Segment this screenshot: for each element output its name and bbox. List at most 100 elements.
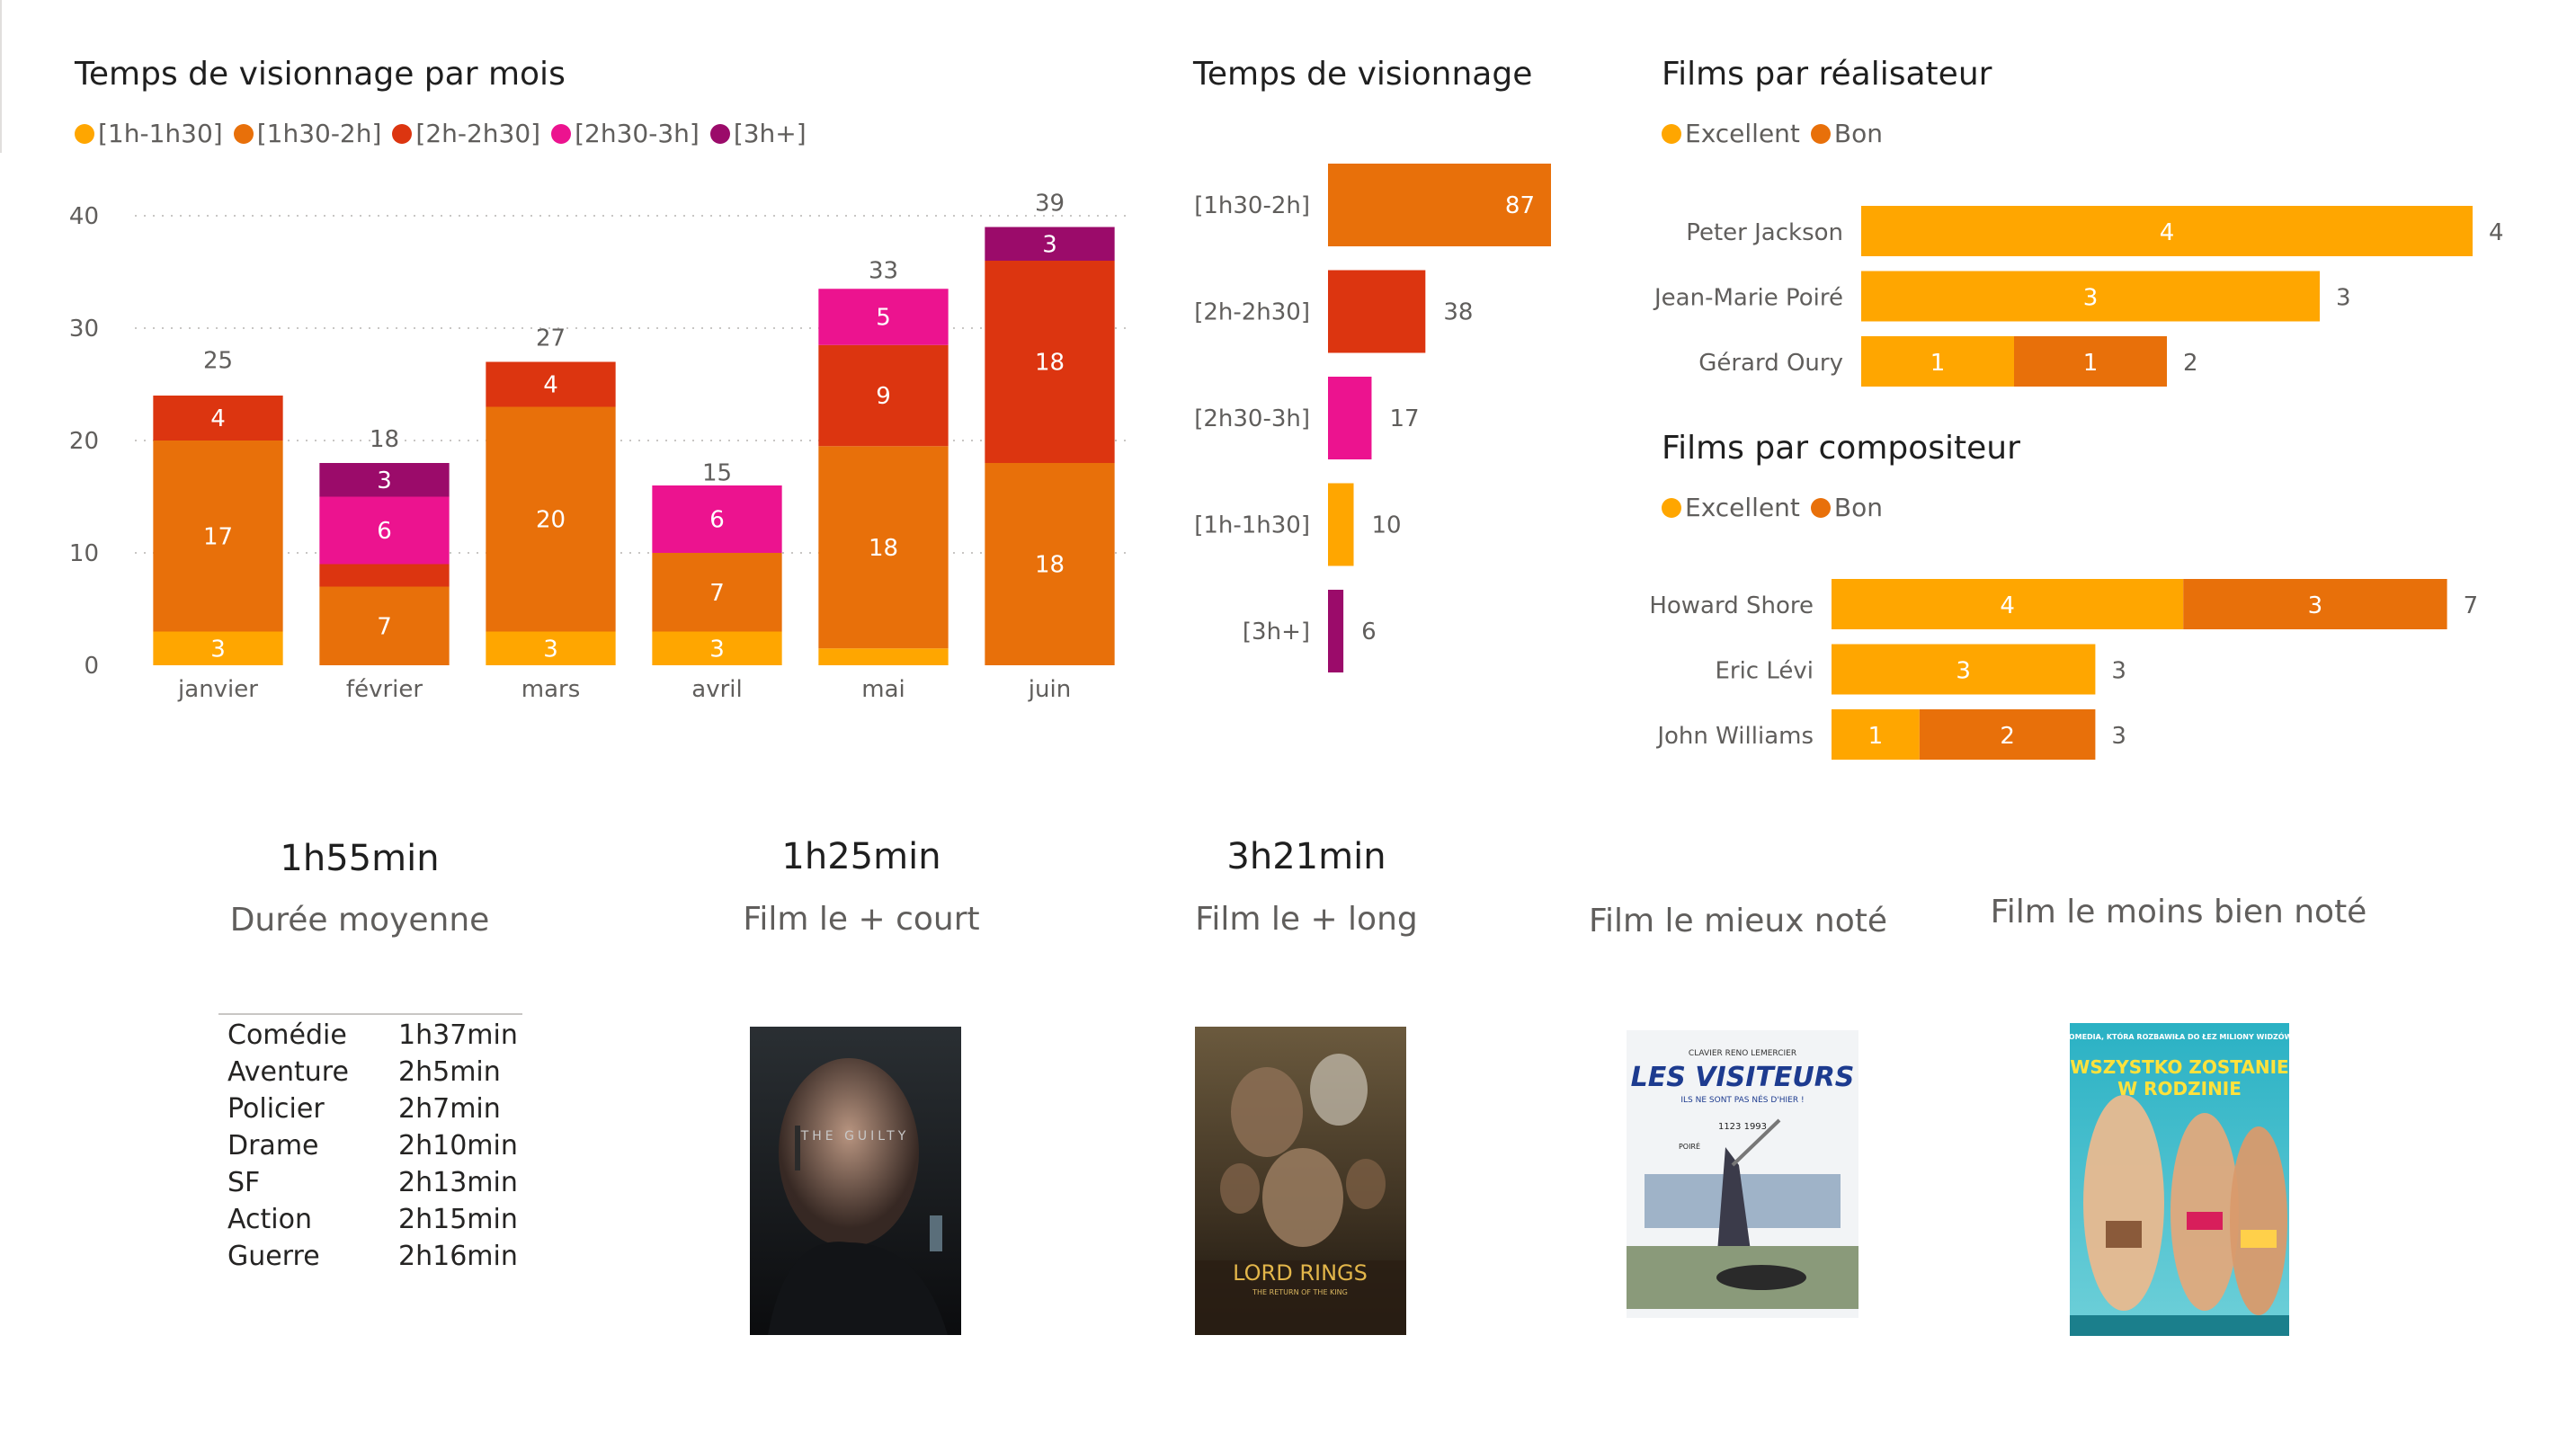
directors-legend-label: Excellent bbox=[1685, 119, 1800, 148]
monthly-segment-label: 6 bbox=[709, 507, 725, 534]
watch-bar[interactable] bbox=[1328, 483, 1354, 566]
watch-bar[interactable] bbox=[1328, 164, 1551, 246]
monthly-segment-label: 4 bbox=[210, 405, 226, 432]
kpi-best-rated-label: Film le mieux noté bbox=[1588, 903, 1888, 939]
kpi-shortest-label: Film le + court bbox=[743, 901, 980, 938]
monthly-x-tick-label: février bbox=[346, 676, 423, 703]
monthly-bar-segment[interactable] bbox=[486, 361, 616, 407]
composers-legend-item[interactable]: Excellent bbox=[1662, 493, 1800, 522]
monthly-total-label: 39 bbox=[1035, 191, 1065, 218]
directors-category-label: Peter Jackson bbox=[1686, 219, 1843, 246]
genre-duration-cell: 2h13min bbox=[398, 1167, 518, 1198]
genre-table-row: Policier 2h7min bbox=[218, 1090, 518, 1127]
watch-value-label: 17 bbox=[1389, 405, 1419, 432]
monthly-x-tick-label: mai bbox=[861, 676, 905, 703]
monthly-total-label: 27 bbox=[536, 325, 566, 352]
directors-bar-chart: Peter Jackson 4 4 Jean-Marie Poiré 3 3 Gérard … bbox=[1653, 206, 2504, 387]
monthly-bar-segment[interactable] bbox=[818, 344, 949, 447]
genre-duration-table: Comédie 1h37min Aventure 2h5min Policier 2h7m… bbox=[218, 1017, 518, 1275]
monthly-bar-segment[interactable] bbox=[486, 406, 616, 632]
genre-table-row: Guerre 2h16min bbox=[218, 1238, 518, 1275]
monthly-bar-segment[interactable] bbox=[153, 631, 283, 666]
monthly-bar-segment[interactable] bbox=[319, 564, 450, 587]
genre-table-top-rule bbox=[218, 1013, 522, 1015]
monthly-legend-item[interactable]: [1h-1h30] bbox=[75, 119, 223, 148]
kpi-average-duration-value: 1h55min bbox=[280, 838, 440, 879]
monthly-bar-segment[interactable] bbox=[652, 631, 782, 666]
composers-legend-label: Bon bbox=[1833, 493, 1883, 522]
genre-duration-cell: 2h16min bbox=[398, 1241, 518, 1272]
monthly-segment-label: 3 bbox=[1042, 231, 1057, 258]
monthly-bar-segment[interactable] bbox=[486, 631, 616, 666]
directors-bar-segment[interactable] bbox=[1861, 206, 2473, 256]
watch-bar[interactable] bbox=[1328, 590, 1344, 672]
legend-dot-icon bbox=[1810, 123, 1831, 144]
monthly-bar-segment[interactable] bbox=[319, 496, 450, 565]
poster-lotr-logo: LORD RINGS bbox=[1233, 1260, 1368, 1286]
composers-segment-label: 3 bbox=[1956, 658, 1971, 685]
directors-chart-title: Films par réalisateur bbox=[1662, 56, 1992, 93]
monthly-bar-segment[interactable] bbox=[153, 396, 283, 441]
monthly-bar-segment[interactable] bbox=[319, 463, 450, 497]
genre-table-row: Comédie 1h37min bbox=[218, 1017, 518, 1054]
monthly-y-tick-label: 20 bbox=[69, 428, 99, 455]
monthly-legend-item[interactable]: [2h-2h30] bbox=[392, 119, 540, 148]
watch-category-label: [2h-2h30] bbox=[1194, 299, 1310, 326]
monthly-bar-segment[interactable] bbox=[985, 463, 1115, 665]
genre-name-cell: Action bbox=[227, 1204, 312, 1235]
directors-legend-item[interactable]: Excellent bbox=[1662, 119, 1800, 148]
poster-lord-of-the-rings: LORD RINGS THE RETURN OF THE KING bbox=[1195, 1027, 1406, 1335]
directors-bar-segment[interactable] bbox=[1861, 336, 2014, 387]
monthly-bar-segment[interactable] bbox=[818, 648, 949, 665]
watch-category-label: [1h30-2h] bbox=[1194, 192, 1310, 219]
monthly-bar-segment[interactable] bbox=[652, 485, 782, 553]
directors-total-label: 3 bbox=[2336, 285, 2351, 312]
composers-category-label: John Williams bbox=[1655, 723, 1814, 750]
monthly-y-tick-label: 0 bbox=[84, 653, 99, 680]
directors-legend-label: Bon bbox=[1833, 119, 1883, 148]
directors-bar-segment[interactable] bbox=[1861, 271, 2320, 322]
monthly-segment-label: 20 bbox=[536, 507, 566, 534]
monthly-y-tick-label: 30 bbox=[69, 316, 99, 343]
legend-dot-icon bbox=[551, 123, 572, 144]
composers-legend-label: Excellent bbox=[1685, 493, 1800, 522]
legend-dot-icon bbox=[1662, 123, 1681, 144]
composers-segment-label: 2 bbox=[2000, 723, 2015, 750]
poster-wszystko-zostanie-w-rodzinie: KOMEDIA, KTÓRA ROZBAWIŁA DO ŁEZ MILIONY … bbox=[2070, 1023, 2289, 1336]
monthly-legend-item[interactable]: [3h+] bbox=[709, 119, 807, 148]
kpi-worst-rated-label: Film le moins bien noté bbox=[1990, 894, 2367, 930]
composers-chart-legend: Excellent Bon bbox=[1662, 493, 1894, 522]
legend-dot-icon bbox=[1662, 497, 1681, 518]
watch-value-label: 10 bbox=[1372, 512, 1402, 539]
genre-table-row: SF 2h13min bbox=[218, 1164, 518, 1201]
monthly-bar-segment[interactable] bbox=[319, 586, 450, 666]
watch-bar[interactable] bbox=[1328, 270, 1426, 353]
composers-bar-segment[interactable] bbox=[2183, 579, 2447, 629]
monthly-bar-segment[interactable] bbox=[985, 227, 1115, 262]
watch-bar[interactable] bbox=[1328, 377, 1372, 459]
monthly-bar-segment[interactable] bbox=[652, 553, 782, 632]
monthly-bar-segment[interactable] bbox=[818, 289, 949, 345]
monthly-legend-item[interactable]: [2h30-3h] bbox=[551, 119, 700, 148]
watch-category-label: [2h30-3h] bbox=[1194, 405, 1310, 432]
watch-time-bar-chart: [1h30-2h] 87 [2h-2h30] 38 [2h30-3h] 17 [1h-1h3… bbox=[1194, 164, 1551, 672]
composers-bar-segment[interactable] bbox=[1832, 709, 1920, 760]
legend-dot-icon bbox=[233, 123, 254, 144]
composers-bar-segment[interactable] bbox=[1919, 709, 2096, 760]
directors-segment-label: 1 bbox=[1930, 350, 1946, 377]
composers-bar-segment[interactable] bbox=[1832, 579, 2184, 629]
directors-category-label: Gérard Oury bbox=[1698, 350, 1843, 377]
poster-visiteurs-years: 1123 1993 bbox=[1718, 1122, 1767, 1132]
poster-visiteurs-top-names: CLAVIER RENO LEMERCIER bbox=[1689, 1049, 1796, 1058]
composers-bar-segment[interactable] bbox=[1832, 644, 2096, 695]
composers-category-label: Eric Lévi bbox=[1715, 658, 1814, 685]
directors-bar-segment[interactable] bbox=[2014, 336, 2167, 387]
monthly-legend-item[interactable]: [1h30-2h] bbox=[233, 119, 381, 148]
watch-value-label: 38 bbox=[1443, 299, 1473, 326]
monthly-bar-segment[interactable] bbox=[985, 261, 1115, 463]
directors-legend-item[interactable]: Bon bbox=[1810, 119, 1883, 148]
monthly-bar-segment[interactable] bbox=[153, 441, 283, 632]
genre-name-cell: Comédie bbox=[227, 1019, 347, 1051]
monthly-bar-segment[interactable] bbox=[818, 446, 949, 649]
composers-legend-item[interactable]: Bon bbox=[1810, 493, 1883, 522]
